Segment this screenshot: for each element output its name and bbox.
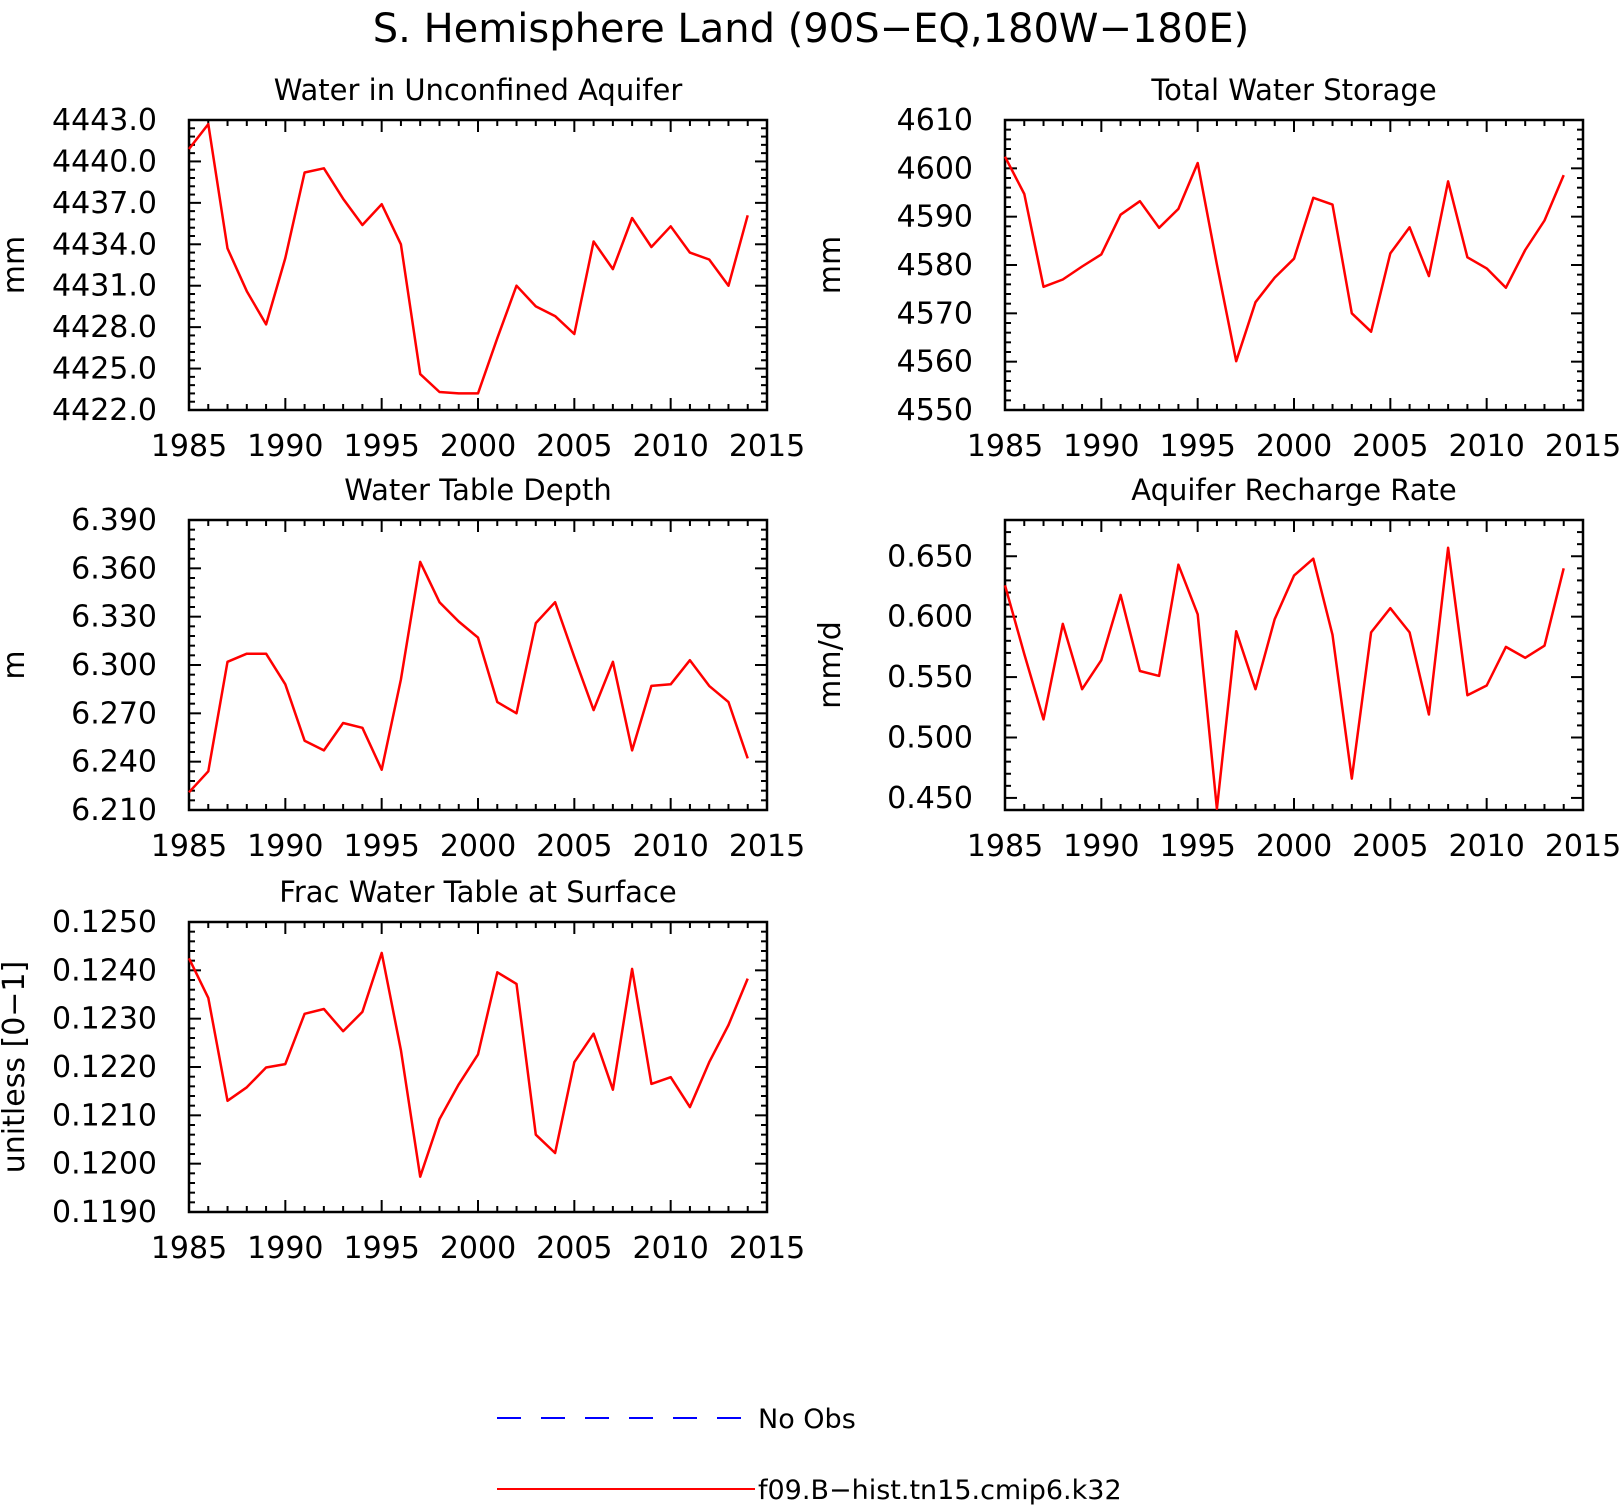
y-tick-label: 0.1200 xyxy=(52,1147,157,1182)
y-axis-label: mm xyxy=(813,236,848,294)
x-tick-label: 2010 xyxy=(632,1231,708,1266)
legend-label: No Obs xyxy=(758,1404,856,1435)
y-axis-label: mm xyxy=(0,236,32,294)
x-tick-label: 2000 xyxy=(440,1231,516,1266)
y-tick-label: 0.1250 xyxy=(52,905,157,940)
panels: 1985 1990 1995 2000 2005 2010 2015 4422.0 4425.0… xyxy=(0,73,1621,1266)
y-tick-label: 4600 xyxy=(897,151,973,186)
y-tick-label: 0.600 xyxy=(887,600,973,635)
x-tick-label: 2005 xyxy=(1352,429,1428,464)
x-tick-label: 1985 xyxy=(151,829,227,864)
y-axis-label: mm/d xyxy=(813,621,848,709)
y-axis-label: unitless [0−1] xyxy=(0,961,32,1173)
x-tick-label: 1995 xyxy=(1159,429,1235,464)
chart-panel-2: 1985 1990 1995 2000 2005 2010 2015 4550 4560 4570… xyxy=(813,73,1621,464)
y-tick-label: 4434.0 xyxy=(52,227,157,262)
y-tick-label: 0.550 xyxy=(887,660,973,695)
y-tick-label: 4560 xyxy=(897,345,973,380)
x-tick-label: 2000 xyxy=(1256,429,1332,464)
y-tick-label: 0.450 xyxy=(887,781,973,816)
y-tick-label: 4570 xyxy=(897,296,973,331)
chart-panel-1: 1985 1990 1995 2000 2005 2010 2015 4422.0 4425.0… xyxy=(0,73,805,464)
plot-frame xyxy=(1003,118,1585,412)
series-line xyxy=(188,560,749,794)
x-tick-label: 2005 xyxy=(536,829,612,864)
panel-title: Water in Unconfined Aquifer xyxy=(274,73,683,107)
x-tick-label: 2015 xyxy=(1545,829,1621,864)
y-tick-label: 6.270 xyxy=(71,696,157,731)
legend: No Obs f09.B−hist.tn15.cmip6.k32 xyxy=(497,1404,1122,1506)
y-tick-label: 0.1220 xyxy=(52,1050,157,1085)
chart-panel-3: 1985 1990 1995 2000 2005 2010 2015 6.210 6.240 6.… xyxy=(0,473,805,864)
plot-frame xyxy=(187,118,769,412)
x-tick-label: 2010 xyxy=(1448,829,1524,864)
x-tick-label: 1995 xyxy=(343,1231,419,1266)
x-tick-label: 1985 xyxy=(967,829,1043,864)
x-tick-label: 1985 xyxy=(151,429,227,464)
series-line xyxy=(187,951,749,1178)
chart-panel-4: 1985 1990 1995 2000 2005 2010 2015 0.450 0.500 0.… xyxy=(813,473,1621,864)
x-tick-label: 1990 xyxy=(247,829,323,864)
chart-panel-5: 1985 1990 1995 2000 2005 2010 2015 0.1190 0.1200… xyxy=(0,875,805,1266)
x-tick-label: 2015 xyxy=(1545,429,1621,464)
y-tick-label: 4425.0 xyxy=(52,352,157,387)
figure-title: S. Hemisphere Land (90S−EQ,180W−180E) xyxy=(373,6,1249,52)
series-line xyxy=(1003,546,1565,811)
legend-label: f09.B−hist.tn15.cmip6.k32 xyxy=(758,1475,1122,1506)
x-tick-label: 1990 xyxy=(247,429,323,464)
x-tick-label: 2010 xyxy=(632,429,708,464)
x-tick-label: 2010 xyxy=(1448,429,1524,464)
plot-frame xyxy=(187,518,769,812)
y-tick-label: 0.1210 xyxy=(52,1098,157,1133)
y-tick-label: 0.650 xyxy=(887,539,973,574)
panel-title: Aquifer Recharge Rate xyxy=(1131,473,1457,507)
x-tick-label: 2000 xyxy=(440,829,516,864)
y-tick-label: 4550 xyxy=(897,393,973,428)
x-tick-label: 1990 xyxy=(1063,429,1139,464)
y-tick-label: 4580 xyxy=(897,248,973,283)
y-tick-label: 6.210 xyxy=(71,793,157,828)
x-tick-label: 2010 xyxy=(632,829,708,864)
y-tick-label: 6.240 xyxy=(71,745,157,780)
x-tick-label: 1995 xyxy=(343,429,419,464)
series-line xyxy=(188,122,749,395)
y-tick-label: 4443.0 xyxy=(52,103,157,138)
x-tick-label: 1985 xyxy=(967,429,1043,464)
y-tick-label: 6.360 xyxy=(71,551,157,586)
x-tick-label: 2000 xyxy=(1256,829,1332,864)
y-tick-label: 4437.0 xyxy=(52,186,157,221)
y-tick-label: 4431.0 xyxy=(52,269,157,304)
series-line xyxy=(1003,156,1565,363)
y-tick-label: 0.1190 xyxy=(52,1195,157,1230)
x-tick-label: 2005 xyxy=(1352,829,1428,864)
y-tick-label: 0.1230 xyxy=(52,1002,157,1037)
x-tick-label: 1990 xyxy=(247,1231,323,1266)
x-tick-label: 1990 xyxy=(1063,829,1139,864)
panel-title: Total Water Storage xyxy=(1150,73,1436,107)
x-tick-label: 1995 xyxy=(343,829,419,864)
y-tick-label: 4422.0 xyxy=(52,393,157,428)
x-tick-label: 2000 xyxy=(440,429,516,464)
x-tick-label: 2015 xyxy=(729,829,805,864)
y-tick-label: 4590 xyxy=(897,200,973,235)
y-tick-label: 0.1240 xyxy=(52,953,157,988)
y-tick-label: 0.500 xyxy=(887,721,973,756)
x-tick-label: 2005 xyxy=(536,1231,612,1266)
x-tick-label: 2005 xyxy=(536,429,612,464)
x-tick-label: 1985 xyxy=(151,1231,227,1266)
y-tick-label: 6.300 xyxy=(71,648,157,683)
y-tick-label: 4428.0 xyxy=(52,310,157,345)
x-tick-label: 1995 xyxy=(1159,829,1235,864)
y-tick-label: 4440.0 xyxy=(52,144,157,179)
panel-title: Frac Water Table at Surface xyxy=(279,875,676,909)
x-tick-label: 2015 xyxy=(729,429,805,464)
panel-title: Water Table Depth xyxy=(344,473,612,507)
x-tick-label: 2015 xyxy=(729,1231,805,1266)
y-axis-label: m xyxy=(0,650,32,679)
y-tick-label: 6.330 xyxy=(71,600,157,635)
y-tick-label: 6.390 xyxy=(71,503,157,538)
y-tick-label: 4610 xyxy=(897,103,973,138)
